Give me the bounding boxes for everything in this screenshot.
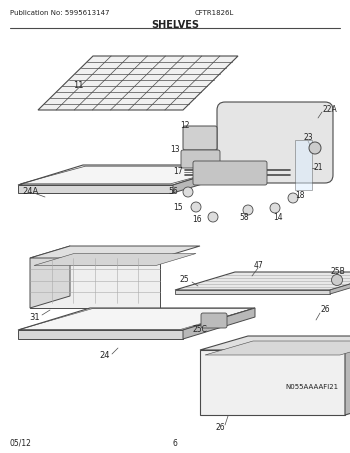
- Polygon shape: [175, 290, 330, 294]
- FancyBboxPatch shape: [193, 161, 267, 185]
- Polygon shape: [205, 341, 350, 355]
- Circle shape: [331, 275, 343, 285]
- Text: 13: 13: [170, 145, 180, 154]
- Text: 58: 58: [239, 213, 249, 222]
- Text: 15: 15: [173, 203, 183, 212]
- FancyBboxPatch shape: [201, 313, 227, 328]
- Polygon shape: [173, 165, 238, 193]
- Polygon shape: [200, 350, 345, 415]
- Text: 26: 26: [215, 424, 225, 433]
- Circle shape: [183, 187, 193, 197]
- Text: Publication No: 5995613147: Publication No: 5995613147: [10, 10, 110, 16]
- Polygon shape: [295, 140, 312, 190]
- Polygon shape: [34, 254, 196, 265]
- Text: 26: 26: [320, 305, 330, 314]
- Polygon shape: [183, 308, 255, 339]
- Text: 11: 11: [73, 81, 83, 90]
- Polygon shape: [200, 336, 350, 350]
- Text: 31: 31: [30, 313, 40, 323]
- Polygon shape: [330, 272, 350, 294]
- Polygon shape: [30, 258, 160, 308]
- Text: 25B: 25B: [331, 266, 345, 275]
- Text: 22A: 22A: [323, 106, 337, 115]
- Polygon shape: [345, 336, 350, 415]
- FancyBboxPatch shape: [217, 102, 333, 183]
- Polygon shape: [38, 56, 238, 110]
- Circle shape: [288, 193, 298, 203]
- Text: 12: 12: [180, 120, 190, 130]
- Text: N055AAAAFI21: N055AAAAFI21: [285, 384, 338, 390]
- Text: 16: 16: [193, 216, 202, 225]
- Polygon shape: [30, 246, 70, 308]
- Circle shape: [208, 212, 218, 222]
- Polygon shape: [18, 165, 238, 185]
- Text: 21: 21: [313, 164, 323, 173]
- FancyBboxPatch shape: [183, 126, 217, 150]
- Text: 14: 14: [273, 213, 283, 222]
- Text: 17: 17: [173, 168, 183, 177]
- Circle shape: [270, 203, 280, 213]
- Circle shape: [191, 202, 201, 212]
- FancyBboxPatch shape: [181, 150, 220, 168]
- Text: 18: 18: [295, 192, 305, 201]
- Text: 24A: 24A: [22, 188, 38, 197]
- Text: 56: 56: [168, 188, 178, 197]
- Polygon shape: [18, 308, 255, 330]
- Text: 23: 23: [303, 134, 313, 143]
- Text: 25: 25: [179, 275, 189, 284]
- Circle shape: [243, 205, 253, 215]
- Circle shape: [309, 142, 321, 154]
- Text: CFTR1826L: CFTR1826L: [195, 10, 234, 16]
- Polygon shape: [30, 246, 200, 258]
- Text: SHELVES: SHELVES: [151, 20, 199, 30]
- Polygon shape: [18, 330, 183, 339]
- Text: 25C: 25C: [193, 326, 208, 334]
- Text: 05/12: 05/12: [10, 439, 32, 448]
- Text: 6: 6: [173, 439, 177, 448]
- Polygon shape: [175, 272, 350, 290]
- Polygon shape: [18, 185, 173, 193]
- Text: 24: 24: [100, 352, 110, 361]
- Text: 47: 47: [253, 260, 263, 270]
